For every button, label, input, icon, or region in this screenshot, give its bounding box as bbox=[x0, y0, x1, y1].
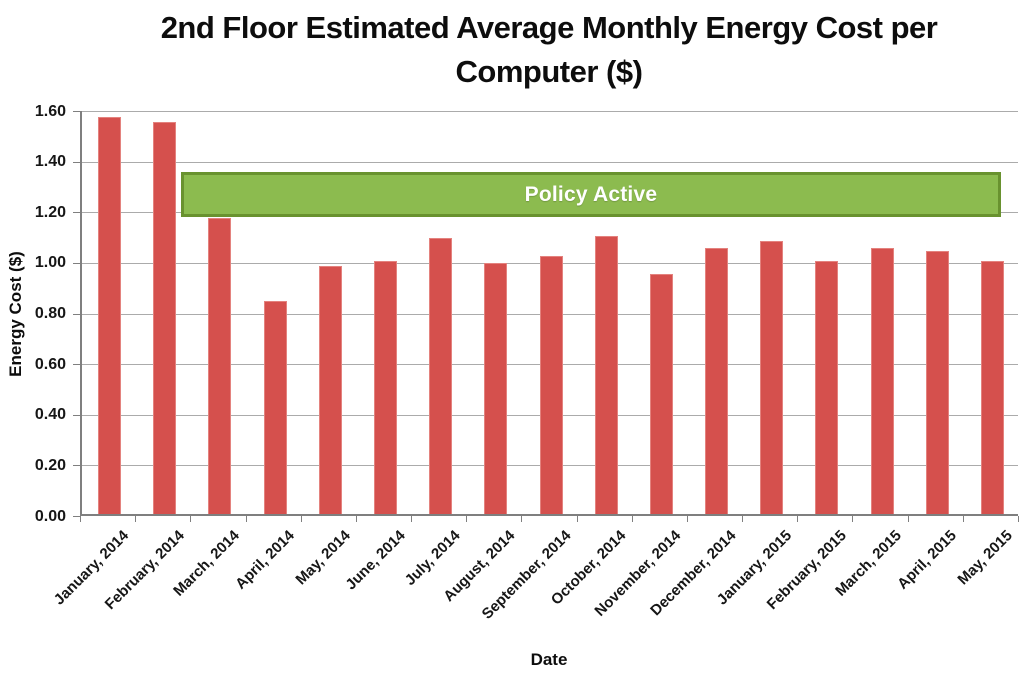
bar bbox=[208, 217, 232, 514]
x-tick-mark bbox=[521, 516, 523, 522]
x-tick-label: April, 2015 bbox=[894, 527, 961, 593]
x-tick-mark bbox=[797, 516, 799, 522]
y-tick-mark bbox=[73, 364, 80, 366]
x-tick-mark bbox=[576, 516, 578, 522]
bar bbox=[263, 301, 287, 514]
x-tick-label: April, 2014 bbox=[232, 527, 299, 593]
x-tick-mark bbox=[80, 516, 81, 522]
bar bbox=[318, 265, 342, 514]
policy-active-label: Policy Active bbox=[524, 182, 658, 206]
bar bbox=[153, 121, 177, 514]
bar bbox=[925, 250, 949, 514]
y-tick-mark bbox=[73, 516, 80, 517]
y-tick-label: 0.80 bbox=[34, 305, 66, 322]
bar bbox=[815, 260, 839, 514]
bar bbox=[594, 235, 618, 514]
bar bbox=[98, 116, 122, 514]
chart-title: 2nd Floor Estimated Average Monthly Ener… bbox=[80, 6, 1018, 94]
x-tick-mark bbox=[1018, 516, 1019, 522]
x-tick-mark bbox=[411, 516, 413, 522]
y-tick-label: 0.60 bbox=[34, 355, 66, 373]
x-tick-mark bbox=[135, 516, 137, 522]
y-tick-label: 0.00 bbox=[34, 507, 66, 525]
policy-active-band: Policy Active bbox=[180, 171, 1001, 218]
x-tick-mark bbox=[852, 516, 854, 522]
bar bbox=[429, 238, 453, 514]
x-tick-mark bbox=[742, 516, 744, 522]
y-tick-label: 0.20 bbox=[34, 456, 66, 474]
y-tick-mark bbox=[73, 111, 80, 112]
y-tick-mark bbox=[73, 212, 80, 214]
x-tick-label: May, 2015 bbox=[954, 527, 1016, 589]
x-axis-title: Date bbox=[530, 650, 568, 669]
y-tick-label: 1.40 bbox=[34, 153, 66, 171]
bar bbox=[484, 263, 508, 514]
chart-title-line-2: Computer ($) bbox=[455, 54, 643, 90]
bar bbox=[980, 260, 1004, 514]
gridline bbox=[82, 111, 1018, 112]
y-tick-label: 1.60 bbox=[34, 102, 66, 120]
x-tick-mark bbox=[355, 516, 357, 522]
plot-area: Policy Active bbox=[80, 111, 1018, 516]
gridline bbox=[82, 161, 1018, 163]
bar bbox=[760, 240, 784, 514]
y-tick-label: 1.20 bbox=[34, 203, 66, 221]
bar bbox=[373, 260, 397, 514]
y-tick-mark bbox=[73, 262, 80, 264]
x-tick-mark bbox=[466, 516, 468, 522]
x-tick-mark bbox=[686, 516, 688, 522]
y-tick-label: 1.00 bbox=[34, 254, 66, 272]
x-tick-mark bbox=[245, 516, 247, 522]
x-tick-mark bbox=[962, 516, 964, 522]
y-tick-label: 0.40 bbox=[34, 406, 66, 424]
x-tick-mark bbox=[631, 516, 633, 522]
bar bbox=[649, 273, 673, 514]
y-tick-mark bbox=[73, 313, 80, 315]
x-tick-mark bbox=[190, 516, 192, 522]
y-tick-mark bbox=[73, 465, 80, 467]
bar bbox=[870, 248, 894, 514]
y-tick-mark bbox=[73, 414, 80, 416]
y-tick-mark bbox=[73, 161, 80, 163]
bar bbox=[705, 248, 729, 514]
chart-title-line-1: 2nd Floor Estimated Average Monthly Ener… bbox=[160, 10, 938, 45]
x-tick-mark bbox=[300, 516, 302, 522]
x-tick-mark bbox=[907, 516, 909, 522]
bar bbox=[539, 255, 563, 514]
